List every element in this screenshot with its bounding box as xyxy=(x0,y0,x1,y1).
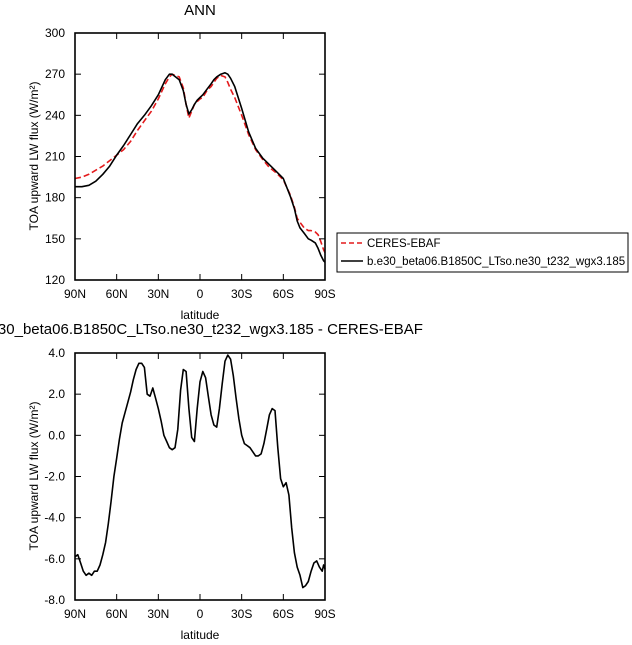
top-plot-series xyxy=(74,72,326,263)
top-x-tick-label: 90N xyxy=(64,287,86,301)
top-series-ceres-ebaf xyxy=(74,73,326,253)
bottom-x-tick-label: 0 xyxy=(197,607,204,621)
bottom-x-tick-label: 60S xyxy=(273,607,294,621)
bottom-series-difference xyxy=(74,354,326,589)
top-y-tick-label: 240 xyxy=(45,108,65,122)
top-y-axis-label: TOA upward LW flux (W/m²) xyxy=(27,82,41,231)
bottom-y-tick-label: 2.0 xyxy=(48,387,65,401)
bottom-y-tick-label: -6.0 xyxy=(44,552,65,566)
top-x-ticks: 90N 60N 30N 0 30S 60S 90S xyxy=(64,33,336,301)
bottom-y-tick-label: -4.0 xyxy=(44,511,65,525)
bottom-y-tick-label: -8.0 xyxy=(44,593,65,607)
bottom-y-axis-label: TOA upward LW flux (W/m²) xyxy=(27,402,41,551)
bottom-panel: b.e30_beta06.B1850C_LTso.ne30_t232_wgx3.… xyxy=(0,321,423,642)
bottom-chart-title: b.e30_beta06.B1850C_LTso.ne30_t232_wgx3.… xyxy=(0,321,423,338)
bottom-y-tick-label: 4.0 xyxy=(48,346,65,360)
bottom-x-tick-label: 90S xyxy=(314,607,335,621)
top-x-tick-label: 60N xyxy=(106,287,128,301)
bottom-y-tick-label: 0.0 xyxy=(48,428,65,442)
bottom-x-tick-label: 90N xyxy=(64,607,86,621)
top-chart-title: ANN xyxy=(184,2,216,19)
top-panel: ANN 120 150 180 210 240 270 300 90N 60N 30N 0 30S 6… xyxy=(27,2,336,322)
bottom-x-tick-label: 60N xyxy=(106,607,128,621)
legend: CERES-EBAF b.e30_beta06.B1850C_LTso.ne30… xyxy=(336,232,629,273)
legend-box xyxy=(336,232,629,273)
top-x-tick-label: 30N xyxy=(147,287,169,301)
bottom-x-tick-label: 30S xyxy=(231,607,252,621)
legend-label-model: b.e30_beta06.B1850C_LTso.ne30_t232_wgx3.… xyxy=(367,256,625,268)
bottom-plot-frame xyxy=(74,352,326,601)
top-y-tick-label: 180 xyxy=(45,191,65,205)
bottom-y-tick-label: -2.0 xyxy=(44,470,65,484)
top-y-tick-label: 150 xyxy=(45,232,65,246)
top-series-b-e30-beta06-b1850c-ltso-ne30-t232-wgx3-185 xyxy=(75,72,326,263)
legend-label-ceres: CERES-EBAF xyxy=(367,238,441,250)
bottom-x-tick-label: 30N xyxy=(147,607,169,621)
top-plot-frame xyxy=(74,32,326,281)
top-x-axis-label: latitude xyxy=(181,308,220,322)
top-x-tick-label: 30S xyxy=(231,287,252,301)
top-x-tick-label: 90S xyxy=(314,287,335,301)
top-y-tick-label: 300 xyxy=(45,26,65,40)
top-y-tick-label: 270 xyxy=(45,67,65,81)
top-y-tick-label: 120 xyxy=(45,273,65,287)
bottom-x-ticks: 90N 60N 30N 0 30S 60S 90S xyxy=(64,353,336,621)
bottom-x-axis-label: latitude xyxy=(181,628,220,642)
top-x-tick-label: 60S xyxy=(273,287,294,301)
bottom-plot-series xyxy=(74,354,326,589)
top-y-ticks: 120 150 180 210 240 270 300 xyxy=(45,26,325,287)
bottom-y-ticks: -8.0 -6.0 -4.0 -2.0 0.0 2.0 4.0 xyxy=(44,346,325,607)
top-x-tick-label: 0 xyxy=(197,287,204,301)
top-y-tick-label: 210 xyxy=(45,150,65,164)
